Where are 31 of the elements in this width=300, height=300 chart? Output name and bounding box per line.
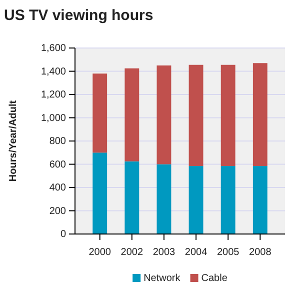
legend-label: Network [144,273,182,284]
bar [188,166,204,234]
y-tick-label: 1,200 [40,90,66,101]
x-tick-label: 2004 [184,247,208,258]
y-tick-label: 800 [49,136,66,148]
y-tick-label: 600 [49,159,66,170]
bar [92,74,108,153]
x-tick-label: 2008 [249,247,272,258]
bar [124,68,140,162]
y-tick-label: 1,400 [40,66,66,78]
bar [124,161,140,234]
bar [252,166,268,234]
y-tick-label: 200 [49,206,66,217]
bar [188,64,204,166]
y-tick-label: 0 [60,229,66,240]
x-tick-label: 2002 [120,247,144,258]
x-tick-label: 2000 [88,247,112,258]
y-tick-label: 1,000 [40,112,66,124]
x-tick-label: 2005 [216,247,240,258]
chart-title: US TV viewing hours [4,7,154,24]
bar [92,152,108,234]
x-tick-label: 2003 [152,247,176,258]
bar [156,65,172,164]
y-tick-label: 1,600 [40,43,66,54]
bar [220,166,236,234]
bar [220,64,236,166]
y-tick-label: 400 [49,182,66,194]
y-axis-title: Hours/Year/Adult [8,100,19,182]
bar [252,63,268,166]
legend-label: Cable [201,273,228,284]
bar [156,164,172,234]
